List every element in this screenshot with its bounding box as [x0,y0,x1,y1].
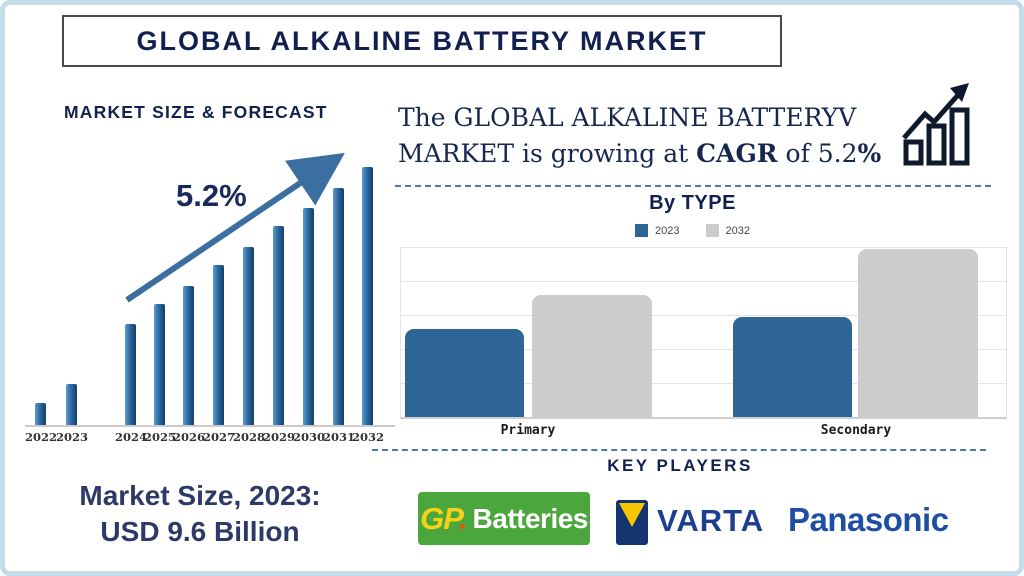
market-size-line1: Market Size, 2023: [79,480,321,511]
gridline [401,349,1006,350]
bytype-chart-title: By TYPE [649,192,736,214]
forecast-bar-2031 [333,188,344,425]
dashed-separator-bottom [372,449,986,451]
bytype-bar-primary-2032 [532,295,652,417]
varta-wordmark: VARTA [657,503,765,538]
legend-item-2023: 2023 [635,224,680,237]
forecast-axis-label: 2028 [232,430,265,444]
cagr-bold-text: CAGR [696,138,778,168]
dashed-separator-top [395,185,991,187]
forecast-bar-2028 [243,247,254,425]
gridline [401,281,1006,282]
legend-label: 2032 [725,224,750,237]
page-title: GLOBAL ALKALINE BATTERY MARKET [136,25,708,56]
title-box: GLOBAL ALKALINE BATTERY MARKET [62,15,782,67]
forecast-axis-label: 2024 [114,430,147,444]
bytype-category-label: Secondary [820,423,892,438]
key-players-heading: KEY PLAYERS [607,456,753,475]
gp-batteries-wordmark: Batteries [472,502,589,534]
bytype-grouped-bar-chart: Primary Secondary [400,247,1007,438]
forecast-bar-2023 [66,384,77,425]
legend-swatch [705,224,719,237]
gridline [401,247,1006,248]
legend-swatch [635,224,649,237]
gp-batteries-mark: GP. [420,500,468,537]
forecast-bar-2026 [183,286,194,425]
bytype-category-label: Primary [500,423,556,438]
forecast-bar-2022 [35,403,46,425]
market-size-callout: Market Size, 2023: USD 9.6 Billion [20,478,380,551]
market-forecast-bar-chart: 2022 2023 2024 2025 2026 2027 2028 2029 2030 2031… [25,160,395,444]
forecast-axis-label: 2023 [55,430,88,444]
cagr-paragraph: The GLOBAL ALKALINE BATTERYV MARKET is g… [398,100,881,171]
forecast-axis-label: 2022 [24,430,57,444]
growth-chart-icon [902,83,970,166]
paragraph-text: MARKET is growing at [398,138,697,168]
forecast-bar-2027 [213,265,224,425]
percent-bold-text: % [857,138,882,168]
paragraph-text: of 5.2 [777,138,858,168]
varta-emblem-icon [616,500,648,545]
panasonic-logo: Panasonic [788,501,949,539]
forecast-bar-2030 [303,208,314,425]
gp-batteries-logo: GP. Batteries [418,492,590,545]
bytype-legend: 2023 2032 [395,224,990,237]
gridline [401,383,1006,384]
forecast-section-heading: MARKET SIZE & FORECAST [64,102,328,122]
forecast-bar-2032 [362,167,373,425]
forecast-axis-label: 2026 [172,430,205,444]
forecast-bar-2024 [125,324,136,425]
gridline [401,315,1006,316]
cagr-paragraph-line2: MARKET is growing at CAGR of 5.2% [398,136,881,172]
varta-logo: VARTA [616,497,764,545]
cagr-annotation: 5.2% [176,178,247,213]
forecast-axis-label: 2030 [292,430,325,444]
bytype-bar-primary-2023 [405,329,524,417]
legend-label: 2023 [655,224,680,237]
forecast-bar-2025 [154,304,165,425]
market-size-line2: USD 9.6 Billion [100,516,300,548]
legend-item-2032: 2032 [705,224,750,237]
forecast-axis-label: 2029 [262,430,295,444]
forecast-bar-2029 [273,226,284,425]
bytype-bar-secondary-2023 [733,317,852,417]
cagr-paragraph-line1: The GLOBAL ALKALINE BATTERYV [398,103,857,132]
forecast-axis-label: 2027 [202,430,235,444]
forecast-axis-label: 2031 [322,430,355,444]
gp-mark-text: GP [420,500,460,536]
forecast-axis-label: 2025 [143,430,176,444]
gp-mark-dot: . [458,500,468,536]
panasonic-wordmark: Panasonic [788,501,949,538]
forecast-axis-label: 2032 [351,430,384,444]
bytype-bar-secondary-2032 [858,249,978,417]
trend-arrow [125,152,345,303]
